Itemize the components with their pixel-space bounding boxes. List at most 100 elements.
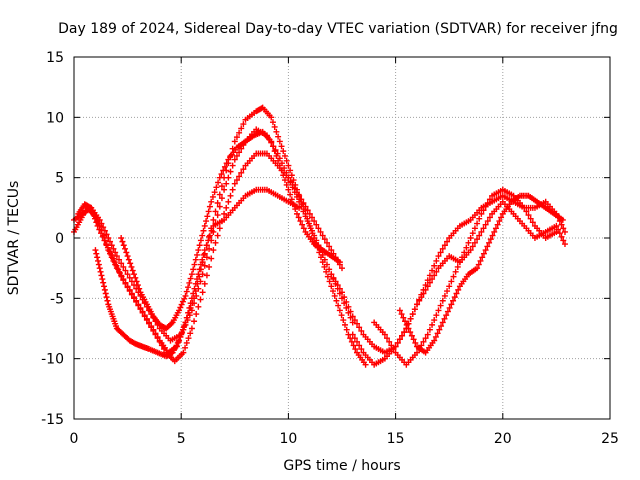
plus-marker [185, 335, 192, 342]
plus-marker [482, 221, 489, 228]
y-tick-label: 5 [55, 171, 64, 187]
plus-marker [347, 308, 354, 315]
plus-marker [336, 307, 343, 314]
plus-marker [221, 210, 228, 217]
plus-marker [275, 157, 282, 164]
plus-marker [148, 324, 155, 331]
plus-marker [431, 262, 438, 269]
plus-marker [396, 336, 403, 343]
plus-marker [480, 250, 487, 257]
plus-marker [476, 232, 483, 239]
plus-marker [283, 181, 290, 188]
plus-marker [479, 254, 486, 261]
plus-marker [221, 186, 228, 193]
plus-marker [456, 259, 463, 266]
plus-marker [154, 335, 161, 342]
plus-marker [188, 271, 195, 278]
plus-marker [94, 222, 101, 229]
plus-marker [214, 212, 221, 219]
plus-marker [489, 232, 496, 239]
plus-marker [334, 282, 341, 289]
plus-marker [120, 242, 127, 249]
plus-marker [103, 231, 110, 238]
plus-marker [197, 261, 204, 268]
plus-marker [231, 138, 238, 145]
plus-marker [317, 228, 324, 235]
plus-marker [453, 290, 460, 297]
plus-marker [124, 284, 131, 291]
plus-marker [326, 278, 333, 285]
plus-marker [435, 307, 442, 314]
plus-marker [287, 178, 294, 185]
plus-marker [339, 265, 345, 272]
plus-marker [187, 330, 194, 337]
plus-marker [208, 227, 215, 234]
plus-marker [218, 183, 225, 190]
series-arc-4 [92, 186, 303, 360]
plus-marker [412, 339, 419, 346]
plus-marker [349, 331, 356, 338]
plus-marker [559, 216, 566, 223]
plus-marker [178, 330, 185, 337]
y-tick-label: 15 [46, 50, 64, 66]
plus-marker [205, 237, 212, 244]
plus-marker [89, 208, 96, 215]
plus-marker [283, 157, 290, 164]
axis-ticks: 0 5 10 15 20 25 -15 -10 -5 0 5 10 15 [41, 50, 619, 447]
plus-marker [206, 232, 213, 239]
plus-marker [323, 239, 330, 246]
plus-marker [182, 292, 189, 299]
plus-marker [92, 215, 99, 222]
plus-marker [426, 326, 433, 333]
plus-marker [218, 171, 225, 178]
plus-marker [206, 245, 213, 252]
plus-marker [201, 222, 208, 229]
plus-marker [129, 267, 136, 274]
plus-marker [240, 166, 247, 173]
plus-marker [328, 271, 335, 278]
plus-marker [432, 333, 439, 340]
plus-marker [439, 319, 446, 326]
plus-marker [340, 317, 347, 324]
plus-marker [407, 329, 414, 336]
plus-marker [420, 290, 427, 297]
plus-marker [560, 225, 567, 232]
plus-marker [278, 143, 285, 150]
plus-marker [450, 297, 457, 304]
plus-marker [100, 224, 107, 231]
plus-marker [271, 148, 278, 155]
plus-marker [435, 253, 442, 260]
plus-marker [212, 208, 219, 215]
plus-marker [268, 114, 275, 121]
plus-marker [231, 180, 238, 187]
plus-marker [182, 319, 189, 326]
plus-marker [101, 227, 108, 234]
plus-marker [336, 285, 343, 292]
plus-marker [321, 236, 328, 243]
plus-marker [99, 233, 106, 240]
plus-marker [205, 208, 212, 215]
plus-marker [220, 167, 227, 174]
plus-marker [556, 230, 563, 237]
plus-marker [208, 255, 215, 262]
plus-marker [278, 167, 285, 174]
plus-marker [93, 250, 100, 257]
plus-marker [328, 283, 335, 290]
plus-marker [474, 220, 481, 227]
plus-marker [448, 278, 455, 285]
plus-marker [394, 339, 401, 346]
plus-marker [486, 214, 493, 221]
y-tick-label: 0 [55, 231, 64, 247]
plus-marker [451, 294, 458, 301]
plus-marker [238, 169, 245, 176]
plus-marker [98, 220, 105, 227]
plus-marker [477, 257, 484, 264]
plus-marker [465, 239, 472, 246]
plus-marker [200, 227, 207, 234]
plus-marker [446, 283, 453, 290]
series-arc-3 [75, 150, 345, 365]
plus-marker [469, 243, 476, 250]
plus-marker [186, 304, 193, 311]
plus-marker [448, 301, 455, 308]
plus-marker [348, 338, 355, 345]
